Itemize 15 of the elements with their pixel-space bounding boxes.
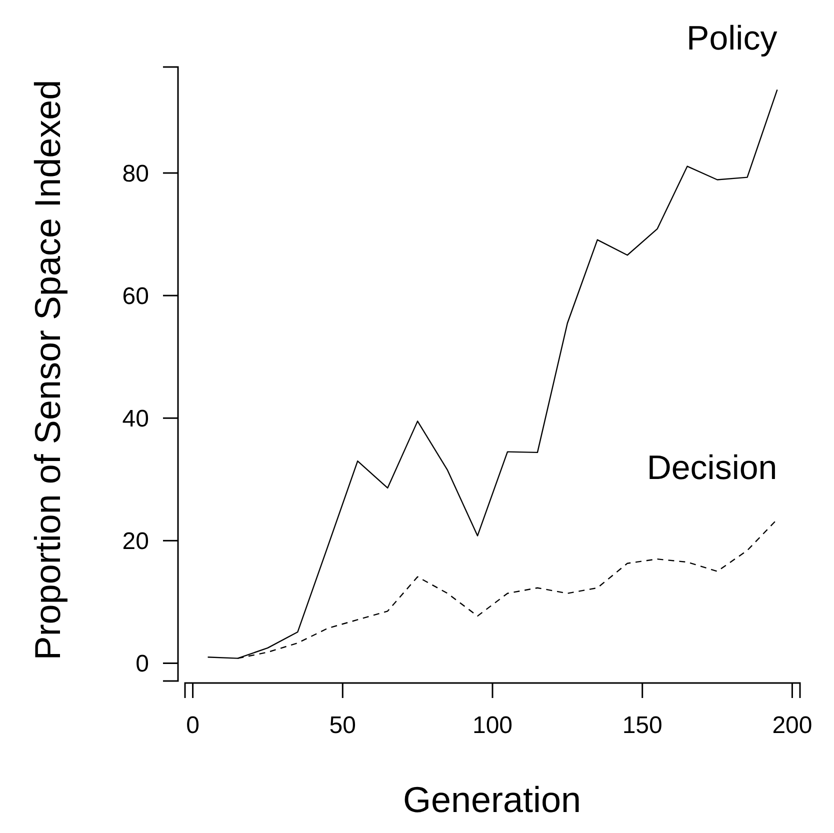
x-axis-title: Generation [402,779,582,820]
y-axis-title: Proportion of Sensor Space Indexed [27,80,68,660]
line-series [207,89,778,659]
x-tick-label: 150 [622,712,662,740]
y-tick-label: 60 [122,282,149,310]
y-tick-label: 40 [122,406,149,433]
y-tick-label: 80 [122,160,149,188]
x-tick-label: 200 [772,712,812,740]
y-tick-label: 0 [136,650,149,678]
x-tick-label: 100 [472,712,513,740]
x-tick-label: 0 [186,712,200,740]
x-tick-label: 50 [329,712,356,740]
series-label: Decision [646,449,778,488]
series-label: Policy [686,20,778,58]
y-tick-label: 20 [122,528,149,556]
